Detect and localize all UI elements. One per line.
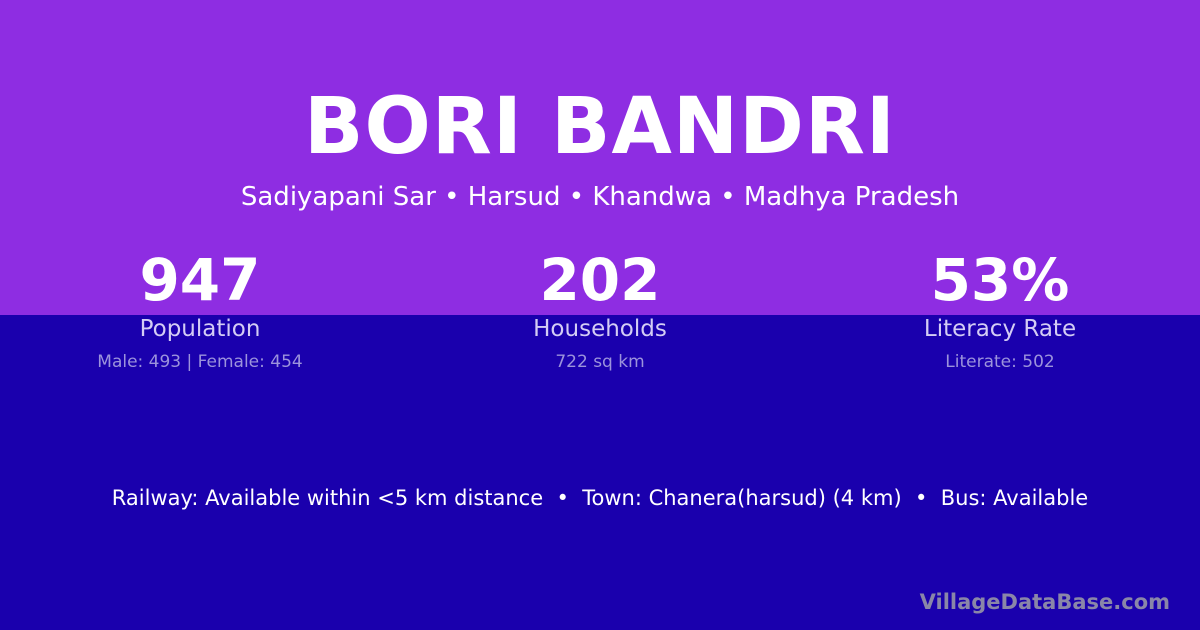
location-breadcrumb: Sadiyapani Sar • Harsud • Khandwa • Madh…: [240, 182, 960, 212]
stat-households: 202 Households 722 sq km: [400, 246, 800, 372]
stat-label: Households: [533, 316, 667, 342]
brand-logo: VillageDataBase.com: [919, 590, 1170, 614]
stat-value: 202: [539, 246, 661, 314]
stat-detail: Male: 493 | Female: 454: [97, 352, 303, 372]
stat-value: 53%: [930, 246, 1070, 314]
stat-value: 947: [139, 246, 261, 314]
village-title: BORI BANDRI: [304, 82, 896, 172]
stat-population: 947 Population Male: 493 | Female: 454: [0, 246, 400, 372]
stat-label: Literacy Rate: [923, 316, 1077, 342]
connectivity-info: Railway: Available within <5 km distance…: [111, 486, 1089, 510]
stat-literacy: 53% Literacy Rate Literate: 502: [800, 246, 1200, 372]
header-band: [0, 0, 1200, 315]
stat-detail: Literate: 502: [945, 352, 1055, 372]
stat-label: Population: [139, 316, 261, 342]
stat-detail: 722 sq km: [555, 352, 645, 372]
